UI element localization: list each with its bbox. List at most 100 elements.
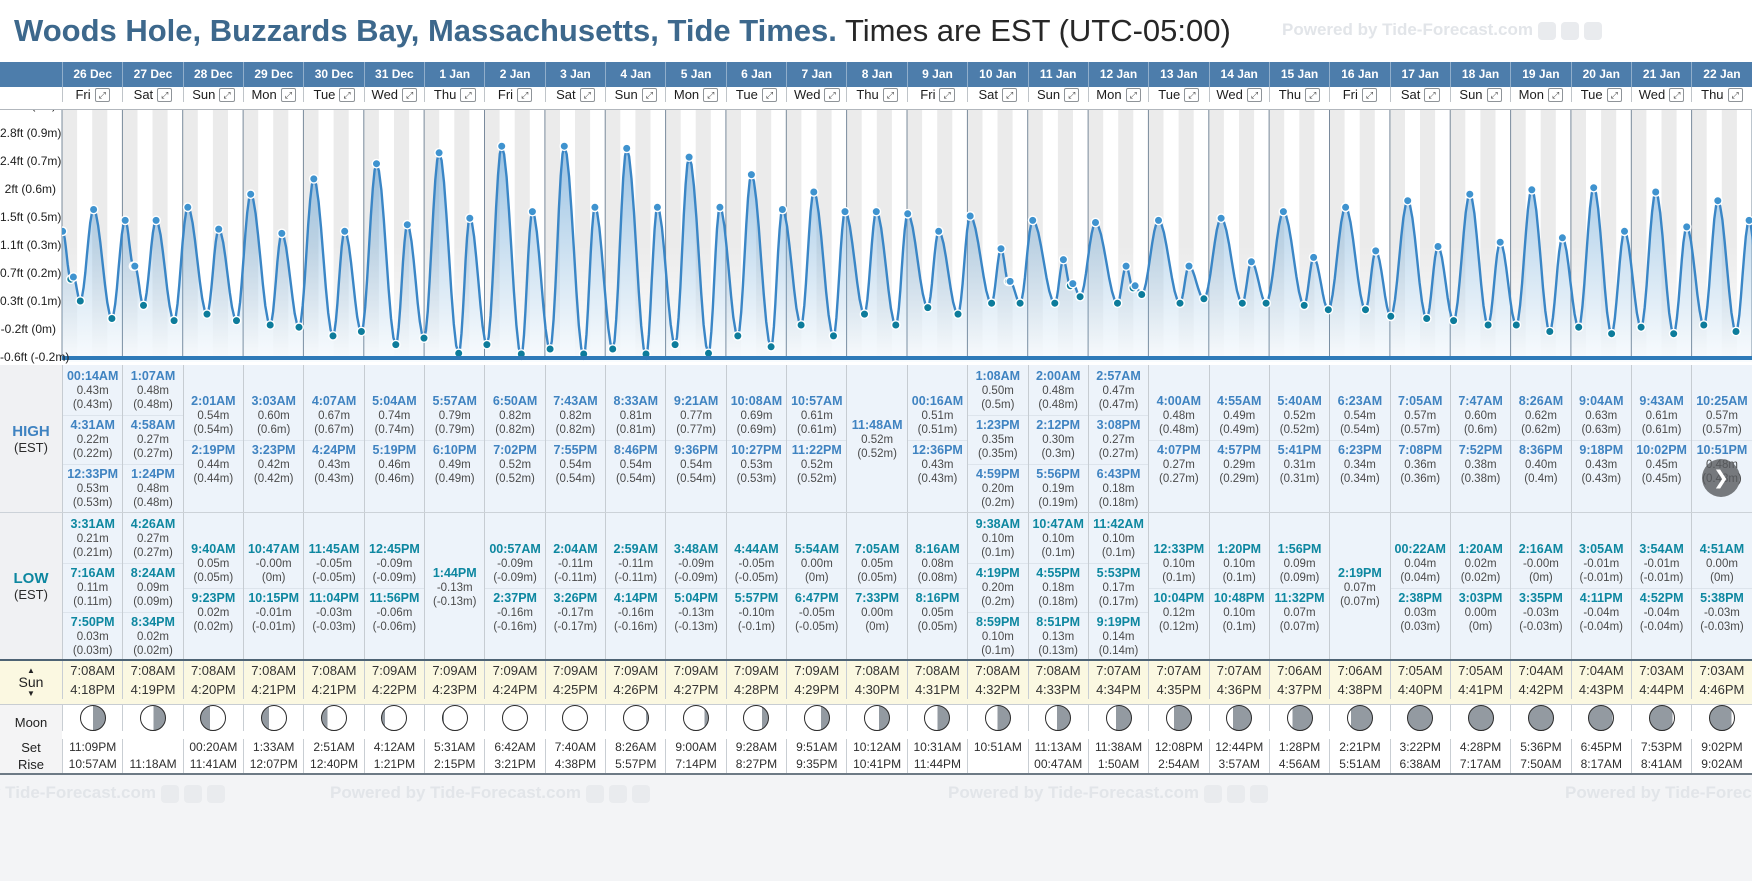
tide-event: 6:23PM 0.34m (0.34m) — [1330, 439, 1390, 489]
expand-day-icon[interactable]: ⤢ — [219, 87, 235, 102]
moonset-time: 6:45PM — [1570, 739, 1631, 756]
expand-day-icon[interactable]: ⤢ — [1606, 87, 1622, 102]
expand-day-icon[interactable]: ⤢ — [761, 87, 778, 102]
tide-height-alt: (0.22m) — [72, 448, 113, 460]
expand-day-icon[interactable]: ⤢ — [157, 87, 173, 102]
expand-day-icon[interactable]: ⤢ — [1424, 87, 1440, 102]
tide-height-m: 0.40m — [1524, 458, 1557, 471]
moonrise-time: 1:21PM — [363, 756, 424, 773]
tide-height-alt: (0m) — [1529, 571, 1553, 584]
sun-times-cell: 7:09AM 4:27PM — [665, 661, 725, 699]
high-tide-cell: 9:21AM 0.77m (0.77m) 9:36PM 0.54m (0.54m) — [665, 365, 726, 515]
expand-day-icon[interactable]: ⤢ — [703, 87, 719, 102]
tide-height-alt: (0.1m) — [981, 547, 1015, 559]
tide-time: 12:33PM — [1153, 541, 1205, 556]
tide-time: 2:19PM — [191, 442, 236, 457]
expand-day-icon[interactable]: ⤢ — [1727, 87, 1743, 102]
watermark-footer: Powered by Tide-Forecast.com — [330, 783, 650, 803]
tide-time: 5:57AM — [432, 393, 477, 408]
expand-day-icon[interactable]: ⤢ — [579, 87, 595, 102]
expand-day-icon[interactable]: ⤢ — [1246, 87, 1263, 102]
moon-phase-cell — [484, 705, 544, 731]
tide-height-m: 0.79m — [438, 409, 471, 422]
tide-event: 6:10PM 0.49m (0.49m) — [425, 439, 485, 489]
tide-height-m: 0.31m — [1283, 458, 1316, 471]
watermark-icon — [1226, 784, 1245, 803]
tide-height-alt: (0.74m) — [374, 423, 415, 436]
low-tide-cell: 11:42AM 0.10m (0.1m) 5:53PM 0.17m (0.17m) 9:19… — [1087, 513, 1149, 663]
tide-height-alt: (-0.13m) — [674, 620, 718, 633]
tide-time: 5:38PM — [1700, 590, 1744, 605]
tide-height-m: 0.02m — [197, 606, 230, 619]
expand-day-icon[interactable]: ⤢ — [1305, 87, 1321, 102]
date-header: 20 Jan — [1570, 62, 1631, 87]
tide-height-alt: (0.05m) — [857, 571, 897, 584]
moon-phase-cell — [122, 705, 182, 731]
sunrise-time: 7:08AM — [854, 663, 900, 678]
expand-day-icon[interactable]: ⤢ — [939, 87, 955, 102]
date-header: 26 Dec — [62, 62, 122, 87]
tide-height-alt: (0.13m) — [1038, 645, 1078, 657]
tide-time: 4:14PM — [613, 590, 658, 605]
tide-time: 11:04PM — [309, 590, 360, 605]
high-tide-cell: 7:05AM 0.57m (0.57m) 7:08PM 0.36m (0.36m) — [1389, 365, 1450, 515]
watermark-icon — [585, 784, 604, 803]
day-cell: Thu ⤢ — [1691, 87, 1751, 102]
moonrise-time: 11:18AM — [122, 756, 182, 773]
expand-day-icon[interactable]: ⤢ — [280, 87, 296, 102]
tide-time: 10:47AM — [247, 541, 300, 556]
tide-height-m: 0.22m — [76, 434, 109, 446]
tide-height-alt: (0.82m) — [495, 423, 535, 436]
expand-day-icon[interactable]: ⤢ — [460, 87, 476, 102]
tide-time: 6:43PM — [1096, 467, 1141, 481]
moon-phase-cell — [62, 705, 122, 731]
next-days-button[interactable]: ❯ — [1702, 459, 1740, 497]
tide-height-alt: (0.69m) — [736, 423, 777, 436]
expand-day-icon[interactable]: ⤢ — [94, 87, 110, 102]
expand-day-icon[interactable]: ⤢ — [339, 87, 355, 102]
tide-height-alt: (0.61m) — [1641, 423, 1682, 436]
expand-day-icon[interactable]: ⤢ — [1547, 87, 1564, 102]
day-cell: Fri ⤢ — [906, 87, 967, 102]
high-tide-section: HIGH (EST) 00:14AM 0.43m (0.43m) 4:31AM 0.22… — [0, 365, 1752, 515]
high-tide-cell: 5:04AM 0.74m (0.74m) 5:19PM 0.46m (0.46m) — [363, 365, 425, 515]
tide-height-alt: (0.27m) — [133, 547, 173, 559]
moonset-time: 11:09PM — [62, 739, 122, 756]
expand-day-icon[interactable]: ⤢ — [517, 87, 533, 102]
expand-day-icon[interactable]: ⤢ — [824, 87, 840, 102]
expand-day-icon[interactable]: ⤢ — [1184, 87, 1200, 102]
sun-times-cell: 7:09AM 4:25PM — [544, 661, 605, 699]
tide-event: 12:45PM -0.09m (-0.09m) — [365, 540, 424, 588]
sunrise-time: 7:08AM — [1035, 663, 1081, 678]
high-tide-cell: 5:57AM 0.79m (0.79m) 6:10PM 0.49m (0.49m) — [424, 365, 485, 515]
expand-day-icon[interactable]: ⤢ — [402, 87, 418, 102]
expand-day-icon[interactable]: ⤢ — [1064, 87, 1080, 102]
sun-times-cell: 7:05AM 4:40PM — [1389, 661, 1450, 699]
expand-day-icon[interactable]: ⤢ — [641, 87, 657, 102]
tide-time: 11:45AM — [308, 541, 360, 556]
tide-event: 10:02PM 0.45m (0.45m) — [1631, 439, 1692, 489]
moon-phase-icon — [1648, 705, 1675, 731]
expand-day-icon[interactable]: ⤢ — [1001, 87, 1018, 102]
tide-height-alt: (0.1m) — [981, 645, 1015, 657]
date-header: 10 Jan — [967, 62, 1027, 87]
sunrise-time: 7:08AM — [975, 663, 1021, 678]
moonrise-time: 11:44PM — [906, 756, 967, 773]
expand-day-icon[interactable]: ⤢ — [1486, 87, 1502, 102]
moon-phase-icon — [683, 705, 710, 731]
sun-row: ▲ Sun ▼ 7:08AM 4:18PM 7:08AM 4:19PM 7:08AM 4:… — [0, 659, 1752, 705]
tide-height-m: 0.09m — [137, 582, 169, 594]
expand-day-icon[interactable]: ⤢ — [1125, 87, 1141, 102]
tide-event: 11:56PM -0.06m (-0.06m) — [364, 587, 425, 637]
expand-day-icon[interactable]: ⤢ — [1361, 87, 1378, 102]
day-cell: Thu ⤢ — [424, 87, 484, 102]
tide-height-m: -0.03m — [1704, 606, 1740, 619]
tide-event: 4:44AM -0.05m (-0.05m) — [727, 540, 786, 588]
sunset-time: 4:27PM — [673, 682, 719, 697]
tide-height-m: 0.62m — [1524, 409, 1557, 422]
expand-day-icon[interactable]: ⤢ — [882, 87, 898, 102]
low-tide-cell: 3:05AM -0.01m (-0.01m) 4:11PM -0.04m (-0.04m) — [1570, 513, 1631, 663]
date-header: 5 Jan — [665, 62, 725, 87]
tide-time: 4:00AM — [1156, 393, 1202, 408]
expand-day-icon[interactable]: ⤢ — [1669, 87, 1685, 102]
